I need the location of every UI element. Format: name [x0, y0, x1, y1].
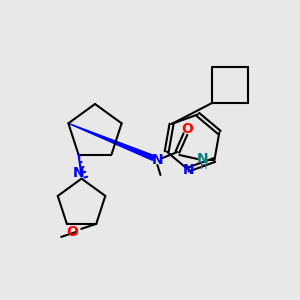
Text: N: N — [73, 166, 84, 180]
Text: N: N — [196, 152, 208, 166]
Text: O: O — [182, 122, 194, 136]
Text: O: O — [66, 225, 78, 239]
Polygon shape — [68, 123, 154, 160]
Text: N: N — [152, 153, 163, 167]
Text: N: N — [182, 163, 194, 177]
Text: H: H — [200, 161, 207, 171]
